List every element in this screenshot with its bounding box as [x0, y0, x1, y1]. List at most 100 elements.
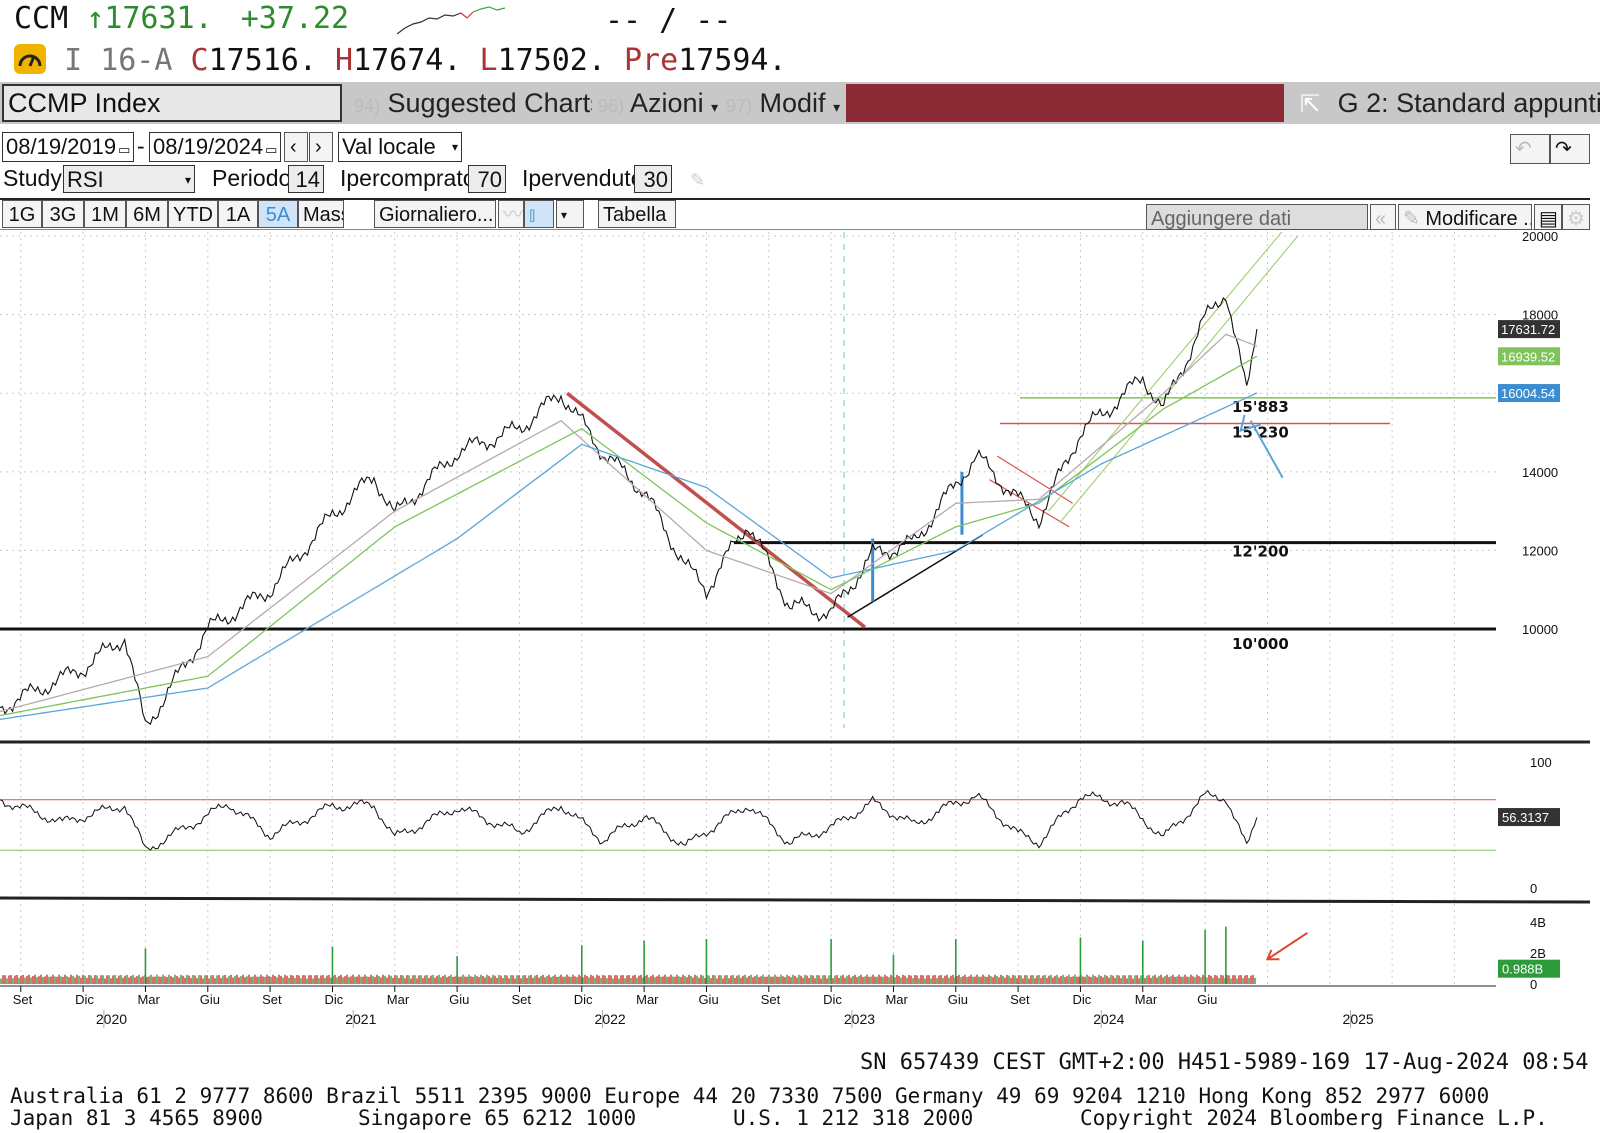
y-tick-label: 12000: [1522, 543, 1558, 558]
template-label: G 2: Standard appunti: [1337, 88, 1600, 118]
date-code: 16-A: [100, 43, 173, 78]
flag: I: [64, 43, 83, 78]
x-month-label: Set: [761, 992, 781, 1007]
moving-average-line: [0, 333, 1258, 713]
period-input[interactable]: 14: [288, 165, 324, 193]
speedometer-icon[interactable]: [14, 43, 46, 74]
oversold-input[interactable]: 30: [634, 165, 672, 193]
x-month-label: Mar: [387, 992, 410, 1007]
close-value: 17516.: [208, 43, 317, 78]
settings-button[interactable]: ⚙: [1562, 204, 1590, 230]
edit-chart-button[interactable]: ▤: [1534, 204, 1562, 230]
range-button-5a[interactable]: 5A: [258, 200, 298, 228]
rsi-tick-label: 0: [1530, 881, 1537, 896]
currency-select[interactable]: Val locale ▾: [338, 132, 462, 162]
menu-accent-bar: [846, 84, 1284, 122]
undo-button[interactable]: ↶: [1510, 134, 1550, 164]
x-month-label: Mar: [1135, 992, 1158, 1007]
x-month-label: Set: [1010, 992, 1030, 1007]
next-period-button[interactable]: ›: [309, 132, 333, 162]
start-date-field[interactable]: 08/19/2019 ▭: [2, 132, 134, 162]
panel-separator: [0, 896, 1591, 904]
overbought-label: Ipercomprato: [340, 165, 476, 191]
calendar-icon: ▭: [118, 142, 131, 157]
last-value-tag: [1498, 347, 1560, 366]
menu-number: 96): [598, 96, 625, 116]
modif-menu[interactable]: 97) Modif ▾: [720, 84, 842, 122]
study-select[interactable]: RSI ▾: [63, 165, 195, 193]
end-date-field[interactable]: 08/19/2024 ▭: [149, 132, 281, 162]
chart-type-bar-button[interactable]: ⫾: [524, 200, 554, 228]
chevron-right-icon: ›: [315, 136, 322, 158]
last-value-tag: [1498, 384, 1560, 403]
previous-period-button[interactable]: ‹: [284, 132, 308, 162]
status-line: SN 657439 CEST GMT+2:00 H451-5989-169 17…: [860, 1050, 1589, 1075]
x-month-label: Giu: [1197, 992, 1217, 1007]
rsi-line: [0, 789, 1258, 851]
range-button-1g[interactable]: 1G: [2, 200, 42, 228]
moving-average-line: [0, 392, 1258, 721]
table-button[interactable]: Tabella: [598, 200, 676, 228]
study-value: RSI: [67, 167, 104, 192]
y-tick-label: 18000: [1522, 308, 1558, 323]
volume-value-tag: [1498, 959, 1560, 978]
study-label: Study: [3, 165, 62, 191]
modify-label: Modificare ...: [1425, 208, 1532, 230]
x-month-label: Mar: [636, 992, 659, 1007]
x-year-label: 2021: [345, 1011, 376, 1027]
x-month-label: Mar: [885, 992, 908, 1007]
footer-contacts-singapore: Singapore 65 6212 1000: [358, 1106, 637, 1130]
range-button-1a[interactable]: 1A: [218, 200, 258, 228]
dropdown-arrow-icon: ▾: [711, 99, 719, 115]
level-label: 10'000: [1232, 635, 1289, 653]
quote-line-2: I 16-A C17516. H17674. L17502. Pre17594.: [14, 43, 787, 78]
chart-type-line-button[interactable]: 〰: [498, 200, 524, 228]
ticker: CCM: [14, 1, 69, 36]
calendar-icon: ▭: [265, 142, 278, 157]
x-month-label: Giu: [200, 992, 220, 1007]
modify-button[interactable]: ✎ Modificare ...: [1398, 204, 1532, 230]
redo-button[interactable]: ↷: [1550, 134, 1590, 164]
volume-arrowhead: [1265, 949, 1280, 961]
net-change: +37.22: [240, 1, 350, 36]
pencil-icon: ✎: [1403, 208, 1420, 230]
rsi-value-tag: [1498, 808, 1560, 827]
chart-area[interactable]: 15'88315'23012'20010'0002000018000140001…: [0, 232, 1600, 1052]
azioni-menu[interactable]: 96) Azioni ▾: [592, 84, 719, 122]
range-button-6m[interactable]: 6M: [126, 200, 168, 228]
price-line: [0, 297, 1258, 726]
sparkline-icon: [396, 6, 506, 35]
low-value: 17502.: [497, 43, 606, 78]
currency-value: Val locale: [342, 134, 436, 159]
y-tick-label: 20000: [1522, 232, 1558, 244]
template-selector[interactable]: ⇱ G 2: Standard appunti: [1290, 84, 1600, 122]
level-label: 12'200: [1232, 543, 1289, 561]
oversold-label: Ipervenduto: [522, 165, 644, 191]
footer-contacts-1: Australia 61 2 9777 8600 Brazil 5511 239…: [10, 1084, 1490, 1108]
range-button-1m[interactable]: 1M: [84, 200, 126, 228]
frequency-select[interactable]: Giornaliero...: [374, 200, 496, 228]
collapse-button[interactable]: «: [1370, 204, 1396, 230]
volume-tick-label: 0: [1530, 977, 1537, 992]
range-button-3g[interactable]: 3G: [42, 200, 84, 228]
footer-contacts-us: U.S. 1 212 318 2000: [733, 1106, 974, 1130]
x-year-label: 2025: [1343, 1011, 1374, 1027]
suggested-charts-menu[interactable]: 94) Suggested Charts ▾: [348, 84, 618, 122]
rsi-tick-label: 100: [1530, 755, 1552, 770]
range-button-mass[interactable]: Mass: [298, 200, 344, 228]
menu-label: Suggested Charts: [387, 88, 604, 118]
x-month-label: Set: [262, 992, 282, 1007]
range-button-ytd[interactable]: YTD: [168, 200, 218, 228]
x-month-label: Set: [511, 992, 531, 1007]
pencil-icon[interactable]: ✎: [690, 170, 706, 190]
last-value-tag-label: 17631.72: [1501, 322, 1555, 337]
flag-line-lower: [989, 479, 1070, 528]
x-month-label: Set: [13, 992, 33, 1007]
end-date: 08/19/2024: [153, 134, 264, 159]
add-data-input[interactable]: Aggiungere dati: [1146, 204, 1368, 230]
overbought-input[interactable]: 70: [468, 165, 506, 193]
chart-type-dropdown[interactable]: ▾: [556, 200, 584, 228]
quote-time: -- / --: [605, 3, 732, 38]
security-input[interactable]: CCMP Index: [2, 84, 342, 122]
up-arrow-icon: ↑: [86, 1, 105, 36]
